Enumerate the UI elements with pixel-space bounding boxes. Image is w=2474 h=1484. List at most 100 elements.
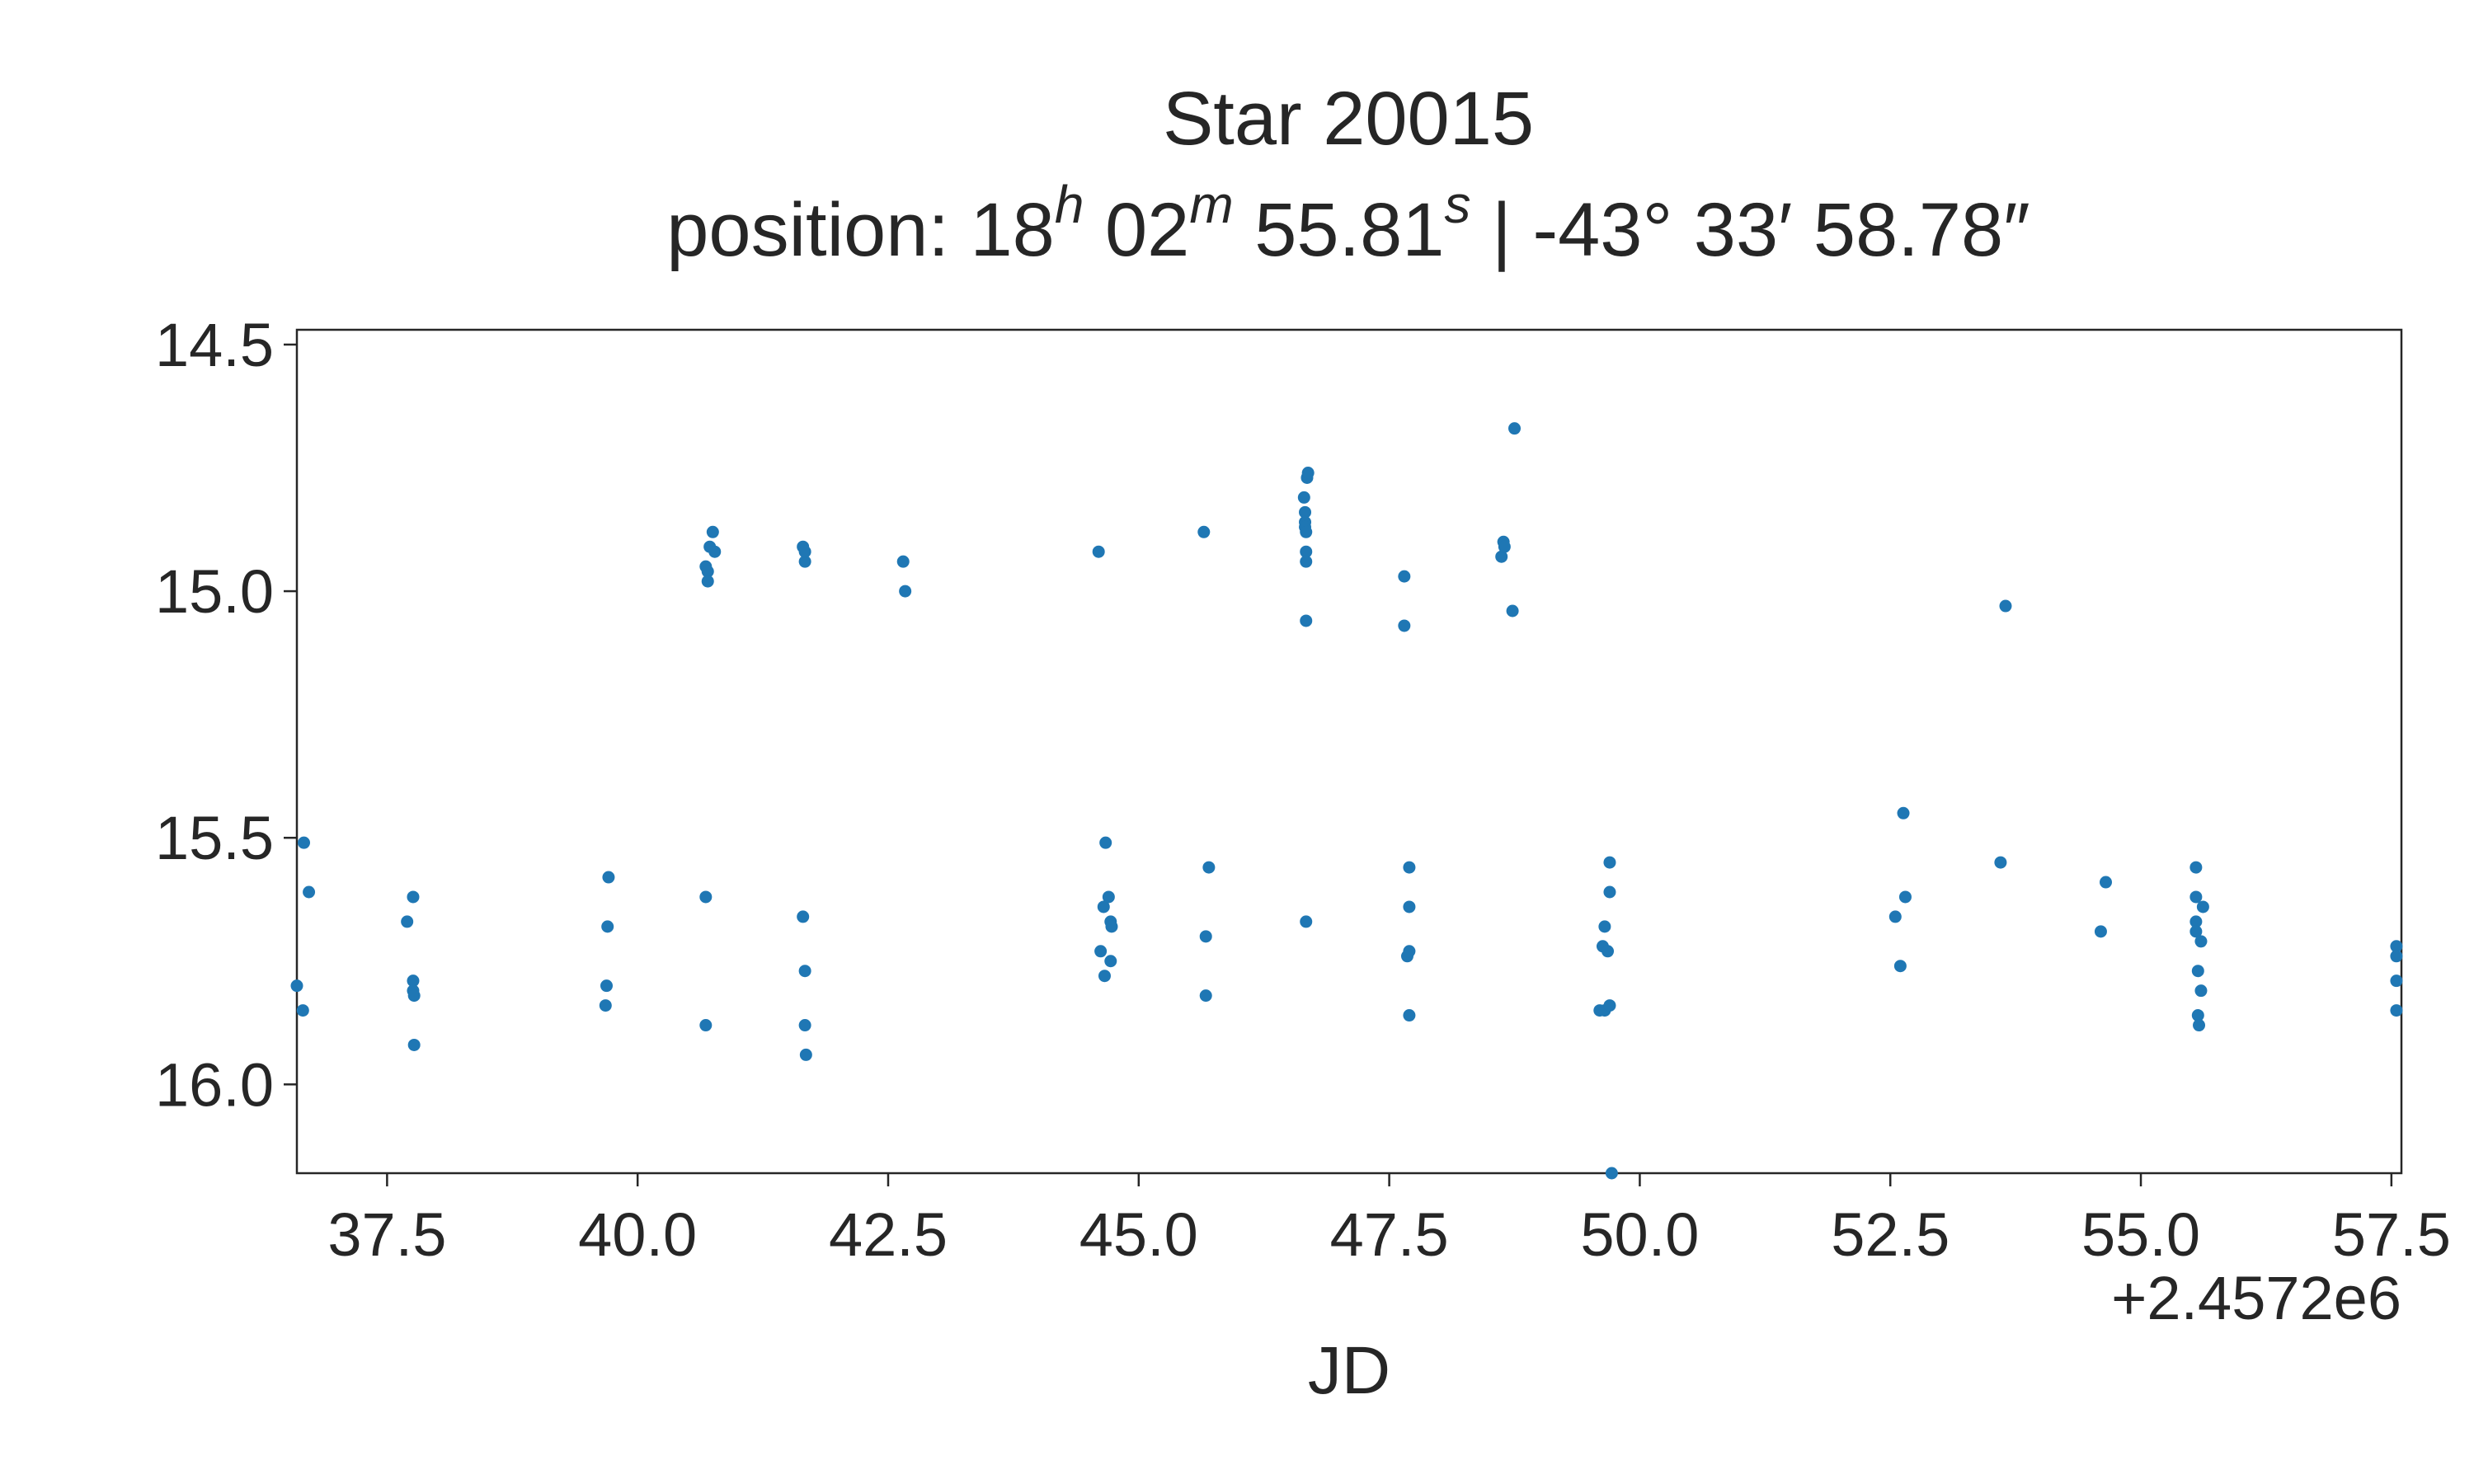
data-point [1197,525,1211,538]
data-point [303,885,316,899]
data-point [701,565,714,578]
data-point [1602,945,1615,958]
data-point [1301,466,1315,479]
x-axis-label: JD [1308,1333,1390,1408]
subtitle-ra-seconds-unit: s [1444,175,1470,234]
data-point [798,1019,811,1032]
data-point [799,1048,812,1061]
subtitle-ra-seconds: 55.81 [1234,188,1445,272]
plot-frame [295,328,2403,1175]
data-point [2194,984,2208,998]
data-point [1202,861,1216,874]
data-point [1498,540,1511,553]
chart-title: Star 20015 [1163,77,1534,161]
data-point [1898,890,1912,904]
data-point [2191,965,2204,978]
data-point [2194,935,2208,948]
data-point [1094,945,1108,958]
data-point [1300,614,1313,627]
data-point [290,979,303,993]
data-point [1495,550,1508,563]
data-point [1099,836,1112,849]
data-point [407,974,420,988]
data-point [600,979,614,993]
data-point [1098,970,1111,983]
data-point [899,585,912,598]
x-tick-label: 45.0 [1079,1200,1198,1269]
data-point [407,1038,421,1051]
data-point [1092,545,1105,558]
x-tick-label: 52.5 [1831,1200,1950,1269]
data-point [602,871,615,884]
data-point [2189,890,2203,904]
data-point [896,555,910,568]
data-point [1300,915,1313,928]
data-point [1300,545,1313,558]
data-point [1102,890,1115,904]
data-point [1403,861,1416,874]
data-point [2094,925,2107,938]
data-point [1506,604,1519,618]
data-point [2189,925,2203,938]
data-point [1398,570,1411,583]
data-point [1104,955,1117,968]
chart-subtitle: position: 18h 02m 55.81s | -43° 33′ 58.7… [666,175,2030,272]
data-point [1603,885,1616,899]
data-point [1300,555,1313,568]
x-tick-label: 42.5 [829,1200,948,1269]
subtitle-prefix: position: [666,188,970,272]
subtitle-ra-hours-unit: h [1055,175,1084,234]
data-point [1897,806,1910,819]
data-point [1199,989,1212,1003]
data-point [1097,900,1110,913]
data-point [298,836,311,849]
data-point [2390,974,2403,988]
data-point [699,1019,713,1032]
data-point [2196,900,2209,913]
data-point [407,989,421,1003]
data-point [2189,861,2203,874]
data-point [798,965,811,978]
data-point [701,575,714,588]
data-point [1999,599,2012,613]
subtitle-declination: | -43° 33′ 58.78″ [1470,188,2030,272]
x-axis-offset: +2.4572e6 [2111,1264,2401,1332]
data-point [1893,960,1907,973]
data-point [2390,1004,2403,1017]
data-points [290,422,2403,1180]
data-point [2390,940,2403,953]
data-point [1300,525,1313,538]
data-point [2390,950,2403,963]
x-tick-label: 47.5 [1330,1200,1449,1269]
data-point [1603,999,1616,1012]
data-point [1605,1167,1618,1180]
x-axis: 37.5 40.0 42.5 45.0 47.5 50.0 52.5 55.0 57.5 [327,1173,2451,1269]
data-point [1598,920,1611,933]
x-tick-label: 50.0 [1580,1200,1699,1269]
y-tick-label: 15.0 [155,557,274,626]
subtitle-ra-hours: 18 [971,188,1055,272]
subtitle-ra-minutes: 02 [1084,188,1189,272]
y-axis: 14.5 15.0 15.5 16.0 [155,311,297,1119]
y-tick-label: 14.5 [155,311,274,379]
data-point [1105,920,1118,933]
data-point [2100,876,2113,889]
x-tick-label: 57.5 [2332,1200,2451,1269]
data-point [1398,619,1411,632]
y-tick-label: 16.0 [155,1050,274,1119]
data-point [699,890,713,904]
data-point [599,999,612,1012]
data-point [1603,856,1616,869]
data-point [1888,910,1902,923]
data-point [401,915,414,928]
data-point [296,1004,309,1017]
y-tick-label: 15.5 [155,804,274,872]
data-point [601,920,614,933]
data-point [1403,1009,1416,1022]
data-point [1297,491,1310,504]
data-point [1508,422,1522,435]
x-tick-label: 55.0 [2081,1200,2200,1269]
data-point [1403,900,1416,913]
data-point [1403,945,1416,958]
